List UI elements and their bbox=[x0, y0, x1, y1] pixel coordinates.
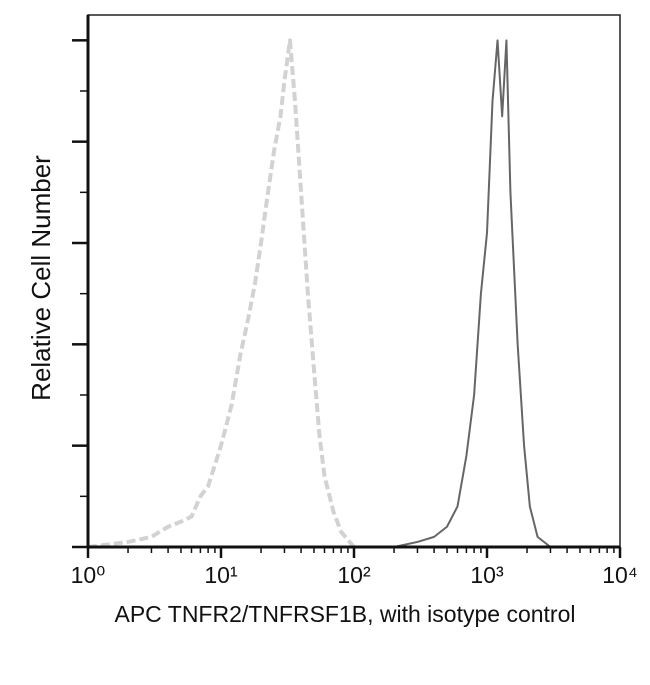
x-tick-label: 10⁰ bbox=[71, 562, 106, 588]
x-tick-label: 10⁴ bbox=[602, 562, 637, 588]
histogram-line bbox=[87, 38, 356, 549]
histogram-line bbox=[393, 39, 552, 548]
x-tick-label: 10² bbox=[337, 562, 371, 588]
x-axis-title: APC TNFR2/TNFRSF1B, with isotype control bbox=[115, 601, 576, 627]
y-axis-title: Relative Cell Number bbox=[26, 155, 56, 401]
x-tick-label: 10³ bbox=[470, 562, 504, 588]
plot-frame bbox=[87, 14, 621, 548]
x-tick-label: 10¹ bbox=[204, 562, 238, 588]
